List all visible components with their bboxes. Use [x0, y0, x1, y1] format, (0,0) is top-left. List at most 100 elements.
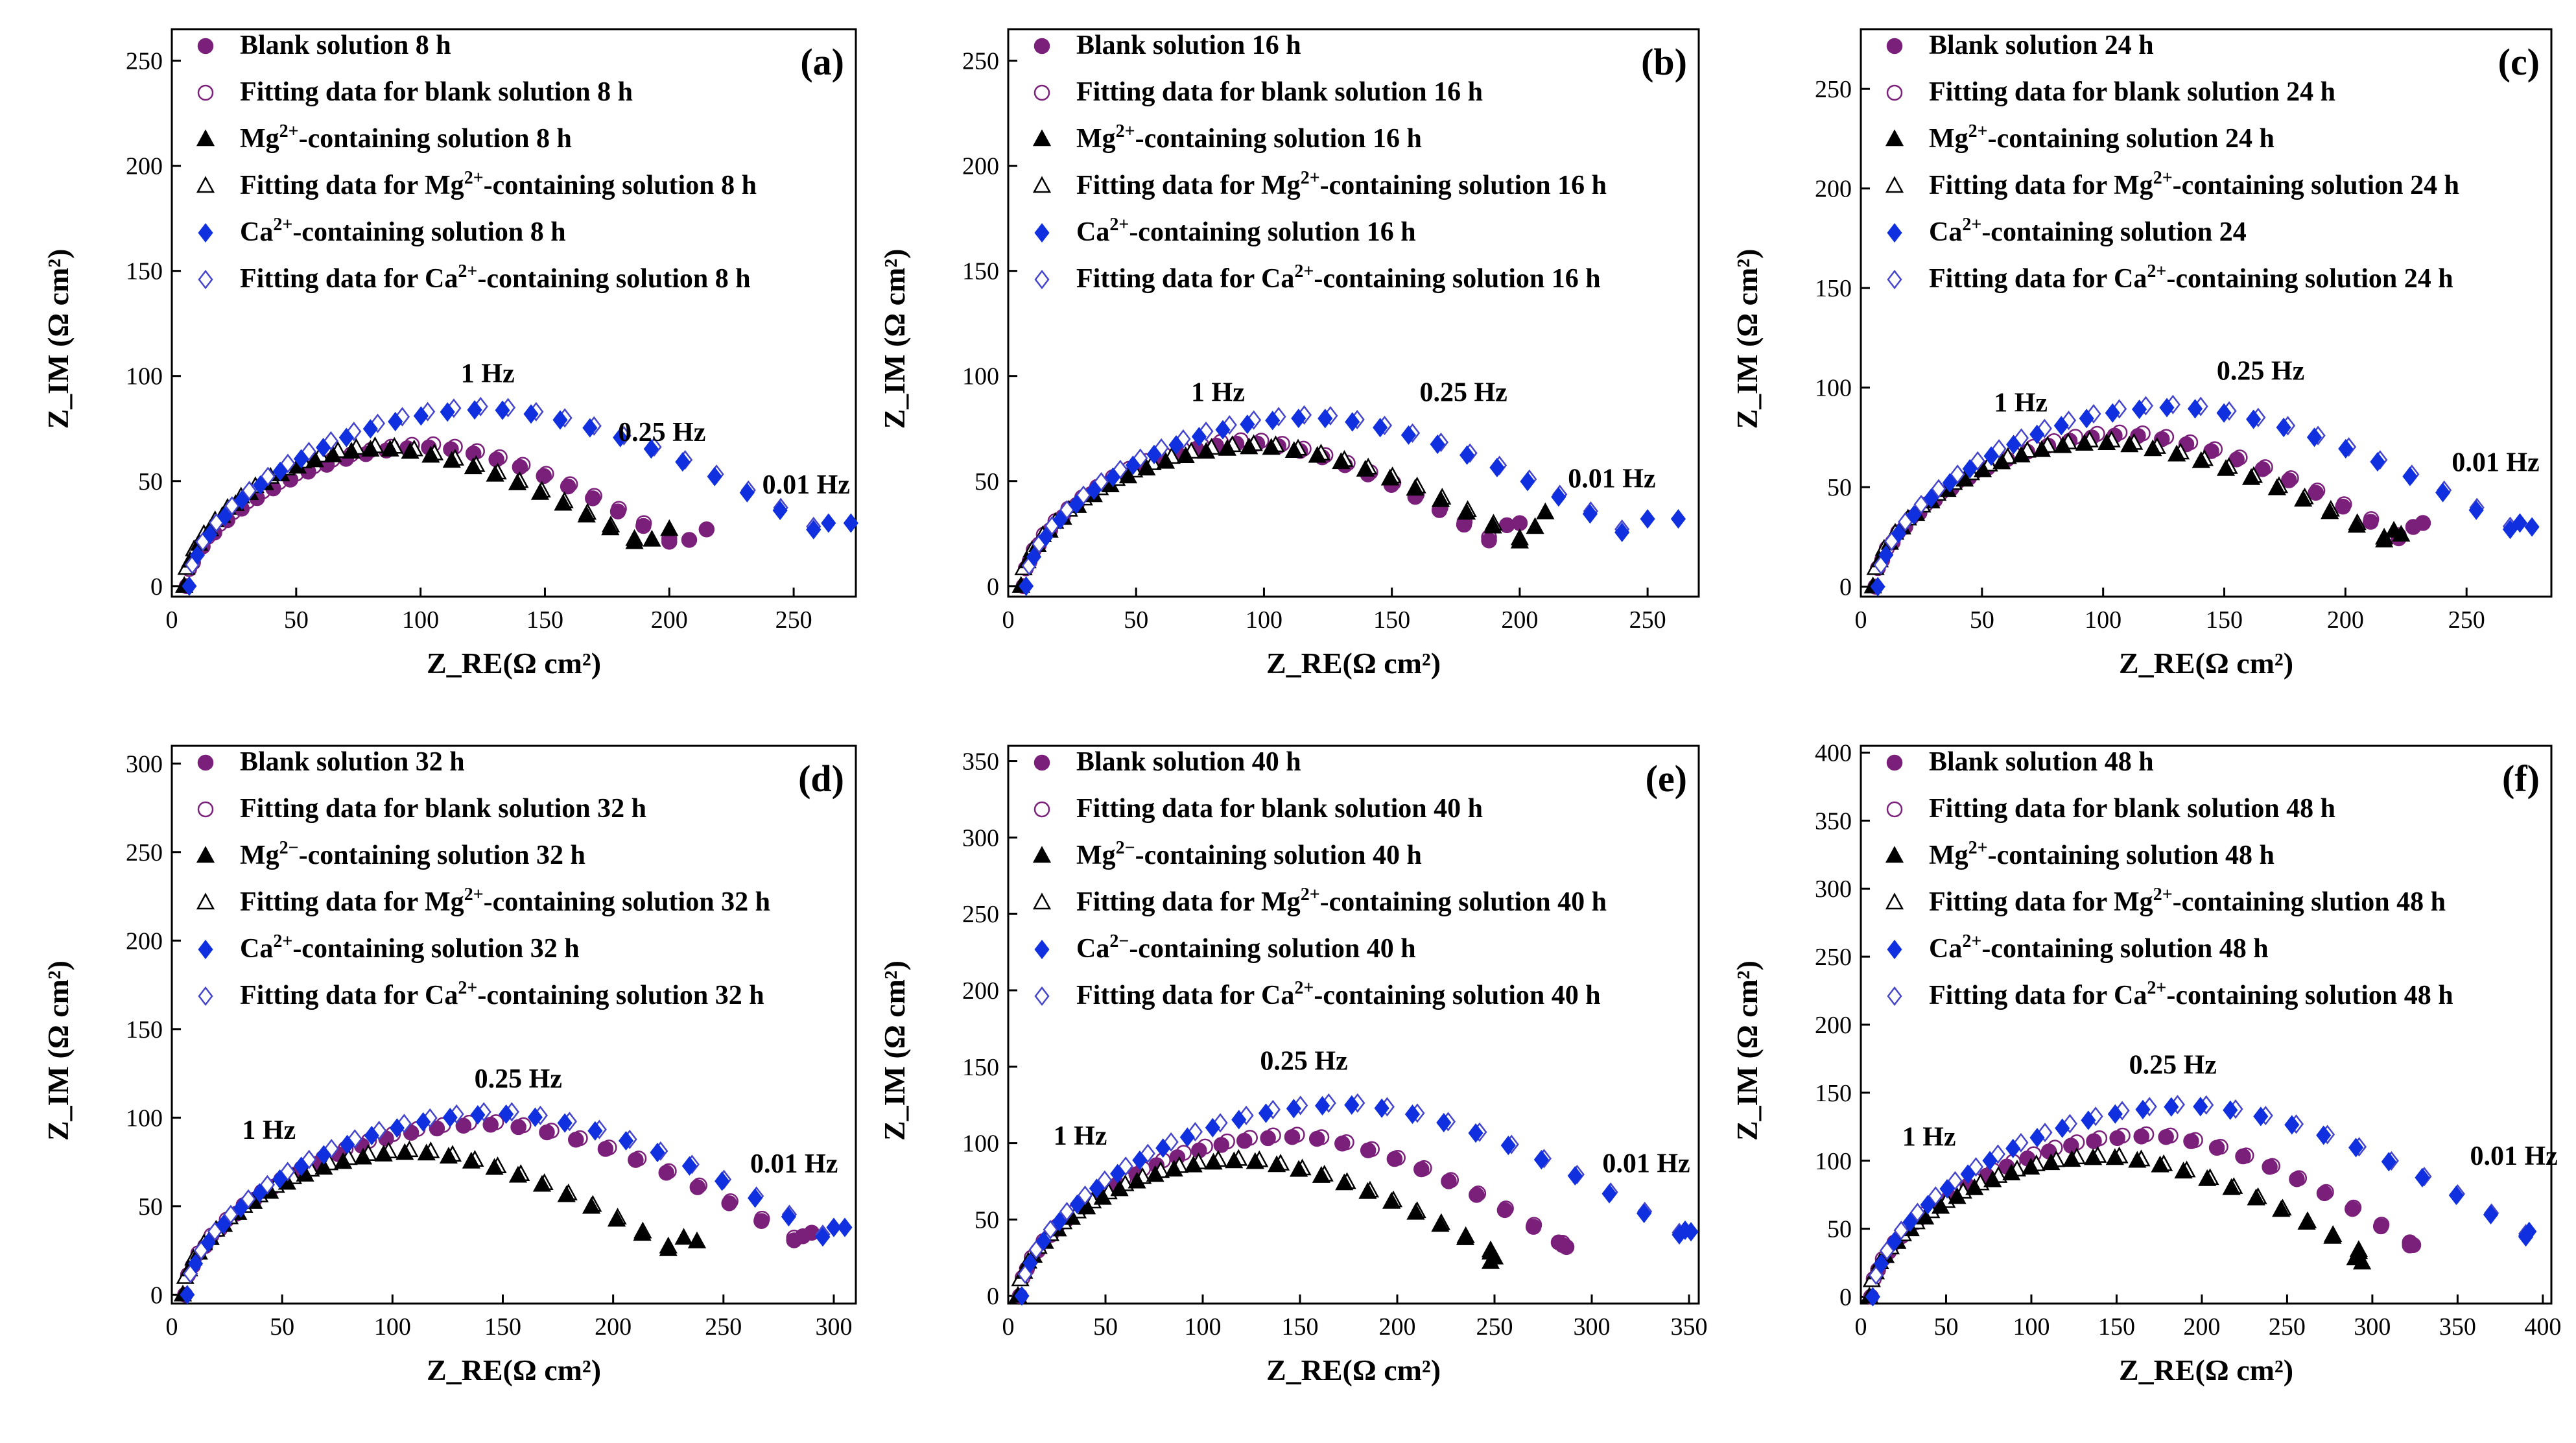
y-tick-label: 100: [962, 1130, 999, 1158]
y-axis-label: Z_IM (Ω cm²): [41, 960, 75, 1141]
data-point: [293, 449, 309, 469]
data-point: [527, 1107, 543, 1127]
data-point: [2345, 1200, 2361, 1217]
series-blank: [1011, 1127, 1575, 1304]
legend-marker: [1032, 176, 1052, 193]
data-point: [2289, 1171, 2305, 1187]
data-point: [429, 1120, 445, 1137]
data-point: [2187, 399, 2203, 419]
data-point: [2415, 1167, 2430, 1187]
data-point: [557, 1185, 576, 1202]
legend-marker: [1886, 38, 1903, 54]
data-point: [1215, 420, 1231, 440]
series-ca: [1014, 1093, 1699, 1306]
data-point: [681, 1156, 697, 1176]
legend-entry: Mg2+-containing solution 8 h: [240, 121, 572, 154]
data-point: [2235, 1148, 2251, 1165]
data-point: [1105, 467, 1121, 487]
data-point: [582, 1197, 601, 1214]
x-tick-label: 0: [166, 1313, 178, 1341]
y-tick-label: 50: [975, 1206, 999, 1234]
legend-marker: [1034, 986, 1050, 1007]
data-point: [2370, 452, 2385, 472]
frequency-annotation: 1 Hz: [461, 359, 515, 388]
data-point: [1973, 460, 1992, 477]
data-point: [618, 1130, 634, 1151]
data-point: [2105, 1148, 2124, 1165]
data-point: [340, 1134, 355, 1154]
legend-entry: Fitting data for blank solution 16 h: [1076, 77, 1483, 107]
data-point: [815, 1227, 831, 1247]
data-point: [440, 402, 455, 422]
frequency-annotation: 0.01 Hz: [1602, 1149, 1690, 1178]
y-tick-label: 100: [1815, 375, 1852, 402]
data-point: [2272, 1200, 2291, 1217]
data-point: [2402, 1234, 2418, 1250]
panel-label: (f): [2502, 757, 2540, 800]
data-point: [1156, 451, 1176, 469]
y-tick-label: 300: [962, 824, 999, 852]
data-point: [1670, 509, 1686, 529]
plot-frame: [1860, 745, 2553, 1305]
data-point: [1920, 1195, 1935, 1215]
data-point: [2241, 468, 2261, 485]
data-point: [715, 1171, 730, 1191]
data-point: [613, 427, 628, 447]
series-blank: [1015, 432, 1528, 595]
legend-entry: Fitting data for Mg2+-containing solutio…: [1076, 168, 1607, 200]
data-point: [2005, 1138, 2021, 1158]
y-tick-label: 200: [962, 153, 999, 180]
legend-marker: [1885, 846, 1904, 863]
data-point: [2392, 525, 2411, 542]
x-tick-label: 50: [284, 606, 309, 634]
data-point: [381, 439, 399, 457]
data-point: [1400, 425, 1417, 445]
x-tick-label: 100: [402, 606, 439, 634]
data-point: [1197, 442, 1216, 459]
data-point: [1128, 1171, 1146, 1189]
panel-label: (a): [800, 41, 844, 83]
frequency-annotation: 1 Hz: [242, 1115, 296, 1145]
x-tick-label: 250: [2448, 606, 2485, 634]
data-point: [2105, 403, 2120, 423]
frequency-annotation: 1 Hz: [1191, 378, 1245, 408]
data-point: [374, 1144, 393, 1162]
data-point: [1500, 1136, 1516, 1156]
legend-entry: Fitting data for blank solution 32 h: [240, 794, 646, 824]
data-point: [1093, 1187, 1112, 1205]
data-point: [721, 1195, 737, 1211]
data-point: [2316, 1185, 2333, 1202]
data-point: [2151, 1155, 2169, 1173]
data-point: [1526, 517, 1544, 534]
legend-entry: Fitting data for blank solution 8 h: [240, 77, 633, 107]
data-point: [294, 1156, 309, 1176]
data-point: [625, 532, 644, 549]
y-tick-label: 100: [1815, 1148, 1852, 1175]
data-point: [1983, 1170, 2002, 1187]
data-point: [2435, 483, 2451, 503]
y-tick-label: 200: [1815, 176, 1852, 203]
data-point: [1520, 471, 1535, 492]
legend-entry: Fitting data for Ca2+-containing solutio…: [240, 261, 751, 294]
y-tick-label: 250: [1815, 944, 1852, 971]
data-point: [2022, 1158, 2040, 1175]
legend-marker: [1034, 801, 1050, 818]
y-tick-label: 100: [962, 363, 999, 390]
data-point: [467, 400, 482, 420]
legend-entry: Fitting data for Mg2+-containing solutio…: [1076, 885, 1607, 917]
y-tick-label: 0: [150, 573, 163, 601]
data-point: [1533, 1150, 1549, 1170]
data-point: [1260, 1130, 1276, 1147]
data-point: [2107, 1104, 2123, 1124]
legend-marker: [1887, 986, 1902, 1007]
x-tick-label: 0: [166, 606, 178, 634]
nyquist-panel-2: 0 50 100 150 200 250 0 50 100 150 200 250 Z_RE(Ω cm²…: [878, 28, 1700, 680]
x-tick-label: 300: [1574, 1313, 1611, 1341]
data-point: [837, 1217, 853, 1237]
x-axis-label: Z_RE(Ω cm²): [427, 647, 601, 680]
data-point: [1014, 1286, 1030, 1306]
legend-marker: [197, 754, 214, 771]
fit-point: [1077, 1185, 1093, 1206]
legend-entry: Mg2+-containing solution 16 h: [1076, 121, 1422, 154]
legend-entry: Ca2−-containing solution 40 h: [1076, 931, 1416, 964]
